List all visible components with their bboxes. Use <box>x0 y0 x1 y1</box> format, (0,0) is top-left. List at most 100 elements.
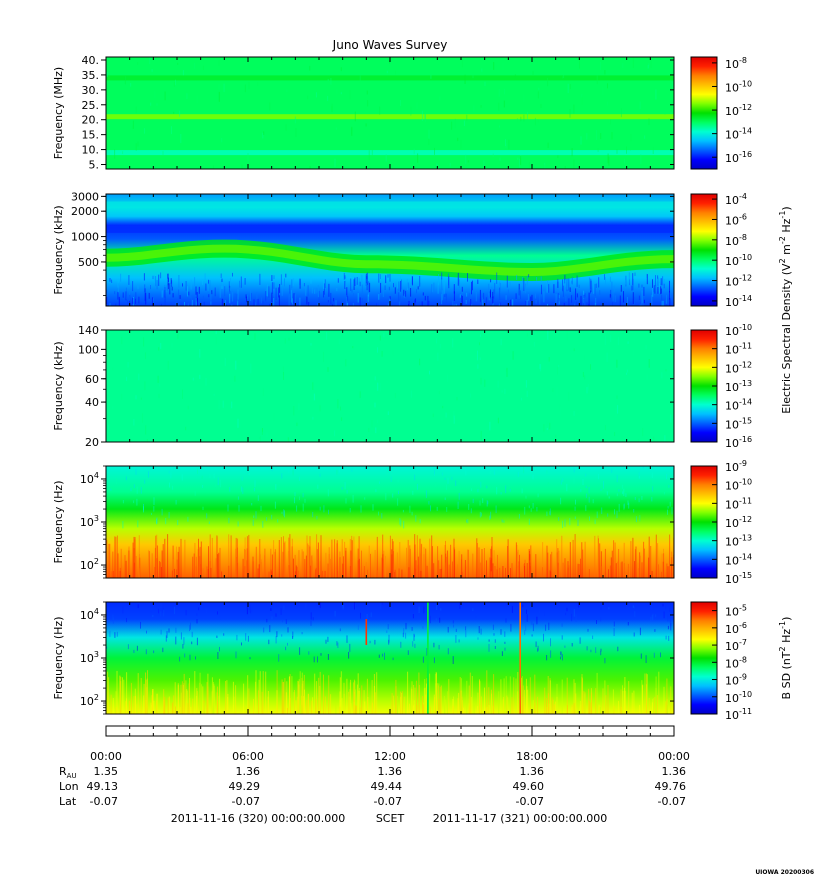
colorbar-label: 10-13 <box>725 379 752 394</box>
colorbar-label: 10-9 <box>725 459 747 474</box>
y-axis-label: Frequency (Hz) <box>52 617 65 700</box>
footer-scet: SCET <box>376 812 405 825</box>
colorbar-label: 10-10 <box>725 253 752 268</box>
colorbar-label: 10-6 <box>725 212 747 227</box>
ephemeris-value: 1.35 <box>94 765 119 778</box>
ephemeris-value: 1.36 <box>662 765 687 778</box>
ephemeris-value: -0.07 <box>516 795 544 808</box>
colorbar-label: 10-8 <box>725 233 747 248</box>
colorbar-label: 10-7 <box>725 638 747 653</box>
y-axis-label: Frequency (kHz) <box>52 341 65 430</box>
ephemeris-value: 1.36 <box>236 765 261 778</box>
footer-end-time: 2011-11-17 (321) 00:00:00.000 <box>433 812 607 825</box>
spectrogram-panels: 40. 35. 30. 25. 20. 15. 10. 5. Frequency (MHz) 10… <box>52 54 752 722</box>
ephemeris-row-label: RAU <box>59 765 77 780</box>
colorbar-label: 10-12 <box>725 515 752 530</box>
ephemeris-value: -0.07 <box>374 795 402 808</box>
ephemeris-value: -0.07 <box>90 795 118 808</box>
y-tick-label: 3000 <box>71 190 99 203</box>
colorbar-2: 10-4 10-6 10-8 10-10 10-12 10-14 <box>690 192 752 309</box>
ephemeris-value: -0.07 <box>232 795 260 808</box>
colorbar-label: 10-11 <box>725 342 752 357</box>
colorbar-label: 10-14 <box>725 552 752 567</box>
ephemeris-value: -0.07 <box>658 795 686 808</box>
y-tick-label: 140 <box>78 324 99 337</box>
colorbar-label: 10-15 <box>725 416 752 431</box>
b-sd-label: B SD (nT2 Hz-1) <box>778 617 793 700</box>
colorbar-label: 10-6 <box>725 621 747 636</box>
y-tick-label: 20 <box>85 436 99 449</box>
y-tick-label: 103 <box>80 514 99 529</box>
ephemeris-row-label: Lon <box>59 780 79 793</box>
y-tick-label: 40 <box>85 396 99 409</box>
spike-line-2 <box>427 602 429 714</box>
colorbar-label: 10-9 <box>725 673 747 688</box>
colorbar-label: 10-14 <box>725 127 752 142</box>
time-tick-label: 00:00 <box>658 750 690 763</box>
y-tick-label: 102 <box>80 557 99 572</box>
y-tick-label: 25. <box>82 99 100 112</box>
ephemeris-value: 49.13 <box>87 780 119 793</box>
y-tick-label: 2000 <box>71 205 99 218</box>
y-axis-label: Frequency (Hz) <box>52 481 65 564</box>
spike-line-1 <box>365 619 368 645</box>
colorbar-label: 10-8 <box>725 655 747 670</box>
footer-start-time: 2011-11-16 (320) 00:00:00.000 <box>171 812 345 825</box>
time-tick-label: 12:00 <box>374 750 406 763</box>
colorbar-label: 10-12 <box>725 274 752 289</box>
spectrogram-image <box>106 602 674 714</box>
spectrogram-image <box>106 194 674 306</box>
ephemeris-value: 49.44 <box>371 780 403 793</box>
electric-spectral-density-label: Electric Spectral Density (V2 m-2 Hz-1) <box>778 206 793 413</box>
colorbar-label: 10-8 <box>725 56 747 71</box>
time-tick-label: 18:00 <box>516 750 548 763</box>
colorbar-label: 10-10 <box>725 323 752 338</box>
figure-title: Juno Waves Survey <box>332 38 448 52</box>
y-tick-label: 15. <box>82 129 100 142</box>
colorbar-3: 10-10 10-11 10-12 10-13 10-14 10-15 10-16 <box>690 323 752 450</box>
panel-1: 40. 35. 30. 25. 20. 15. 10. 5. Frequency (MHz) 10… <box>52 54 752 172</box>
colorbar-label: 10-14 <box>725 294 752 309</box>
ephemeris-value: 1.36 <box>378 765 403 778</box>
colorbar-label: 10-10 <box>725 690 752 705</box>
spike-line-3 <box>519 602 521 714</box>
y-axis-label: Frequency (kHz) <box>52 205 65 294</box>
y-tick-label: 40. <box>82 54 100 67</box>
y-tick-label: 20. <box>82 114 100 127</box>
ephemeris-value: 1.36 <box>520 765 545 778</box>
ephemeris-table: RAU 1.35 1.36 1.36 1.36 1.36 Lon 49.13 49.29 49.4… <box>59 765 686 808</box>
y-axis-label: Frequency (MHz) <box>52 67 65 159</box>
y-tick-label: 60 <box>85 373 99 386</box>
colorbar-1: 10-8 10-10 10-12 10-14 10-16 <box>690 56 752 170</box>
footer: 2011-11-16 (320) 00:00:00.000 SCET 2011-… <box>171 812 607 825</box>
colorbar-label: 10-16 <box>725 150 752 165</box>
y-tick-label: 100 <box>78 343 99 356</box>
y-tick-label: 1000 <box>71 231 99 244</box>
time-tick-label: 06:00 <box>232 750 264 763</box>
colorbar-label: 10-11 <box>725 496 752 511</box>
ephemeris-row-label: Lat <box>59 795 77 808</box>
ephemeris-value: 49.60 <box>513 780 545 793</box>
y-tick-label: 103 <box>80 650 99 665</box>
colorbar-label: 10-12 <box>725 360 752 375</box>
colorbar-label: 10-16 <box>725 435 752 450</box>
y-tick-label: 104 <box>80 471 99 486</box>
colorbar-label: 10-12 <box>725 103 752 118</box>
y-tick-label: 35. <box>82 69 100 82</box>
colorbar-label: 10-5 <box>725 604 747 619</box>
colorbar-label: 10-10 <box>725 79 752 94</box>
y-tick-label: 104 <box>80 607 99 622</box>
y-tick-label: 5. <box>89 159 100 172</box>
y-tick-label: 30. <box>82 84 100 97</box>
colorbar-4: 10-9 10-10 10-11 10-12 10-13 10-14 10-15 <box>690 459 752 586</box>
y-tick-label: 102 <box>80 693 99 708</box>
panel-4: 104 103 102 Frequency (Hz) 10-9 10-10 10-11 10-… <box>52 459 752 586</box>
spectrogram-image <box>106 466 674 578</box>
ephemeris-value: 49.29 <box>229 780 261 793</box>
colorbar-label: 10-10 <box>725 478 752 493</box>
ephemeris-value: 49.76 <box>655 780 687 793</box>
colorbar-label: 10-14 <box>725 398 752 413</box>
uiowa-stamp: UIOWA 20200306 <box>755 869 814 876</box>
